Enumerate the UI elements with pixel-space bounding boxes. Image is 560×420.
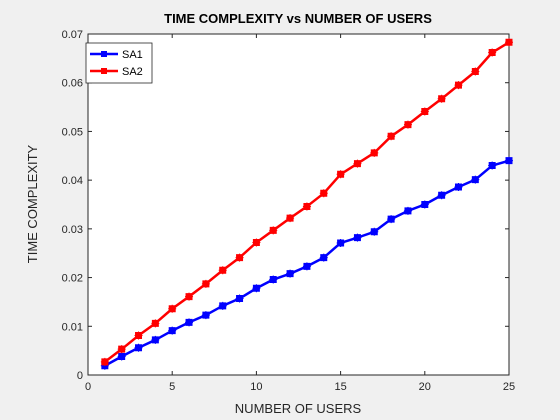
chart-title: TIME COMPLEXITY vs NUMBER OF USERS <box>164 11 432 26</box>
data-point-sa1 <box>286 269 295 278</box>
data-point-sa1 <box>403 206 412 215</box>
data-point-sa1 <box>505 156 513 165</box>
data-point-sa1 <box>218 301 227 310</box>
data-point-sa1 <box>370 227 379 236</box>
y-tick-label: 0.04 <box>62 175 83 187</box>
y-tick-label: 0.06 <box>62 78 83 90</box>
data-point-sa2 <box>437 94 446 103</box>
data-point-sa1 <box>387 215 396 224</box>
data-point-sa2 <box>235 253 244 262</box>
y-tick-label: 0.07 <box>62 29 83 41</box>
data-point-sa1 <box>117 352 126 361</box>
y-tick-label: 0.05 <box>62 126 83 138</box>
y-axis-label: TIME COMPLEXITY <box>25 144 40 263</box>
data-point-sa1 <box>201 311 210 320</box>
data-point-sa2 <box>336 170 345 179</box>
data-point-sa2 <box>201 279 210 288</box>
data-point-sa2 <box>151 319 160 328</box>
data-point-sa2 <box>454 81 463 90</box>
data-point-sa1 <box>235 294 244 303</box>
x-tick-label: 10 <box>250 381 262 393</box>
data-point-sa1 <box>134 343 143 352</box>
data-point-sa2 <box>420 107 429 116</box>
ticks: 0 5 10 15 20 25 0 0.01 0.02 0.03 0.04 0.05 0.06 0.07 <box>62 29 516 393</box>
data-point-sa1 <box>185 318 194 327</box>
x-tick-label: 0 <box>85 381 91 393</box>
data-point-sa1 <box>353 233 362 242</box>
y-tick-label: 0 <box>77 370 83 382</box>
data-point-sa1 <box>336 238 345 247</box>
y-tick-label: 0.03 <box>62 224 83 236</box>
data-point-sa1 <box>252 284 261 293</box>
data-point-sa1 <box>454 182 463 191</box>
legend-marker-sa1 <box>101 51 107 57</box>
data-point-sa1 <box>302 262 311 271</box>
x-tick-label: 25 <box>503 381 515 393</box>
data-point-sa2 <box>505 38 513 47</box>
data-point-sa2 <box>100 357 109 366</box>
data-point-sa2 <box>319 189 328 198</box>
data-point-sa2 <box>370 148 379 157</box>
data-point-sa1 <box>151 335 160 344</box>
x-tick-label: 15 <box>334 381 346 393</box>
x-axis-label: NUMBER OF USERS <box>235 401 362 416</box>
data-point-sa2 <box>286 214 295 223</box>
data-point-sa2 <box>218 266 227 275</box>
data-point-sa2 <box>185 292 194 301</box>
data-point-sa2 <box>403 120 412 129</box>
data-point-sa1 <box>319 253 328 262</box>
y-tick-label: 0.01 <box>62 321 83 333</box>
data-point-sa1 <box>471 175 480 184</box>
data-point-sa2 <box>471 67 480 76</box>
data-point-sa2 <box>134 331 143 340</box>
data-point-sa2 <box>488 48 497 57</box>
data-point-sa2 <box>387 132 396 141</box>
data-point-sa1 <box>437 191 446 200</box>
x-tick-label: 20 <box>419 381 431 393</box>
data-point-sa2 <box>353 159 362 168</box>
x-tick-label: 5 <box>169 381 175 393</box>
legend-box <box>85 42 153 84</box>
data-point-sa2 <box>168 304 177 313</box>
data-point-sa1 <box>488 161 497 170</box>
data-point-sa2 <box>252 238 261 247</box>
data-point-sa1 <box>168 326 177 335</box>
data-point-sa2 <box>302 202 311 211</box>
legend: SA1 SA2 <box>85 42 153 84</box>
plot-area <box>87 33 510 376</box>
data-point-sa2 <box>269 226 278 235</box>
legend-label-sa1: SA1 <box>122 49 143 61</box>
data-point-sa2 <box>117 345 126 354</box>
y-tick-label: 0.02 <box>62 273 83 285</box>
data-point-sa1 <box>269 275 278 284</box>
legend-label-sa2: SA2 <box>122 66 143 78</box>
data-point-sa1 <box>420 200 429 209</box>
legend-marker-sa2 <box>101 68 107 74</box>
series-layer <box>100 38 513 370</box>
